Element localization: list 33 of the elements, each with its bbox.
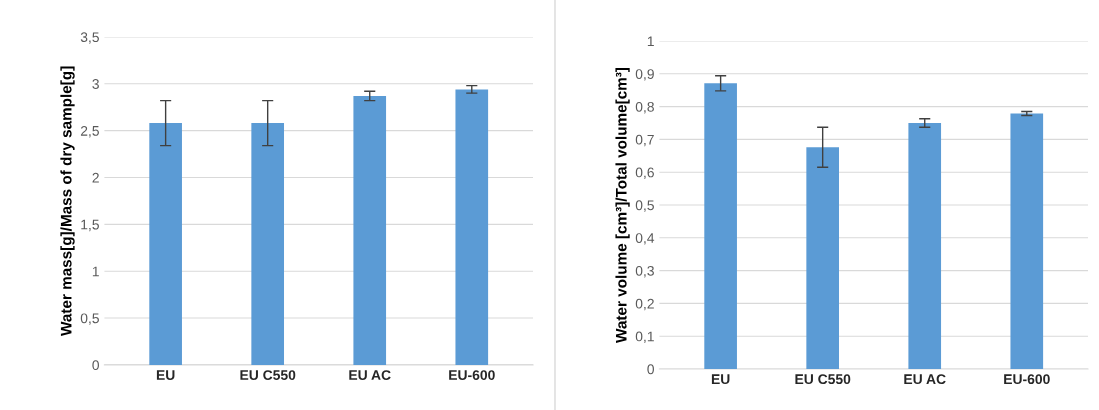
y-tick-label: 0,2 bbox=[635, 298, 654, 311]
y-tick-label: 0,3 bbox=[635, 265, 654, 278]
x-tick-label: EU AC bbox=[349, 370, 391, 380]
y-tick-label: 0,4 bbox=[635, 233, 655, 245]
y-tick-label: 0,5 bbox=[80, 313, 99, 325]
bar bbox=[806, 147, 840, 369]
y-tick-label: 2 bbox=[92, 172, 99, 183]
x-tick-label: EU-600 bbox=[1004, 374, 1050, 385]
y-tick-label: 0,5 bbox=[635, 200, 654, 212]
y-tick-label: 0,6 bbox=[635, 167, 654, 180]
y-tick-label: 0,8 bbox=[635, 101, 654, 114]
x-tick-label: EU AC bbox=[904, 374, 946, 385]
y-axis-title: Water mass[g]/Mass of dry sample[g] bbox=[60, 66, 75, 336]
y-tick-label: 1 bbox=[92, 266, 99, 277]
y-tick-label: 1 bbox=[647, 36, 654, 47]
y-tick-label: 0 bbox=[647, 364, 654, 375]
y-tick-label: 0,1 bbox=[635, 331, 654, 344]
bar bbox=[704, 83, 737, 369]
x-tick-label: EU C550 bbox=[240, 370, 296, 380]
x-tick-label: EU-600 bbox=[449, 370, 495, 380]
bar bbox=[1010, 113, 1044, 369]
x-tick-label: EU bbox=[711, 374, 730, 385]
y-tick-label: 1,5 bbox=[81, 219, 99, 232]
y-tick-label: 0,9 bbox=[635, 69, 654, 81]
y-tick-label: 0,7 bbox=[635, 134, 654, 147]
y-tick-label: 2,5 bbox=[80, 125, 99, 138]
x-tick-label: EU bbox=[156, 370, 175, 380]
bar bbox=[908, 123, 942, 369]
y-tick-label: 3,5 bbox=[80, 32, 99, 44]
x-tick-label: EU C550 bbox=[795, 374, 851, 385]
y-tick-label: 3 bbox=[92, 79, 99, 89]
y-tick-label: 0 bbox=[92, 360, 99, 371]
y-axis-title: Water volume [cm³]/Total volume[cm³] bbox=[615, 67, 630, 343]
